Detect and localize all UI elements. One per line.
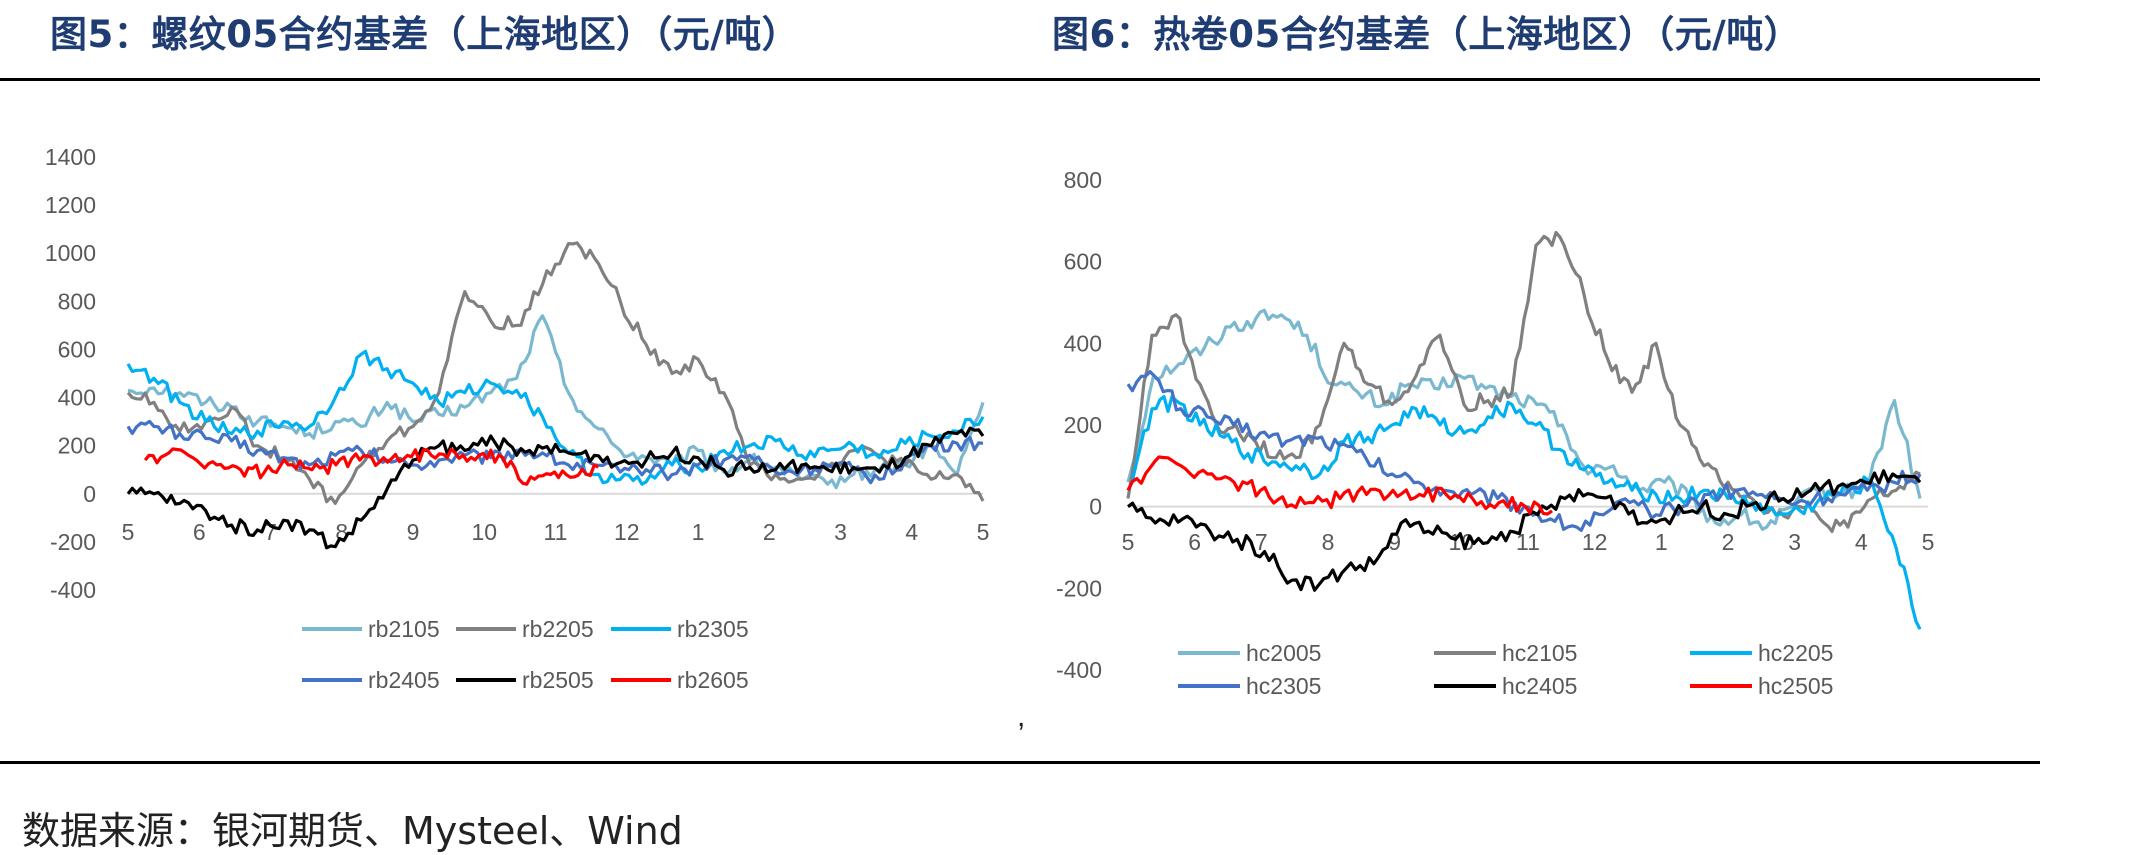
legend-label-rb2605: rb2605: [677, 667, 749, 693]
series-line-rb2305: [126, 349, 985, 486]
series-line-rb2505: [126, 426, 985, 550]
x-tick-label: 11: [1516, 529, 1540, 555]
fig5-title: 图5：螺纹05合约基差（上海地区）（元/吨）: [50, 13, 800, 56]
legend-label-hc2305: hc2305: [1246, 673, 1321, 699]
y-tick-label: 800: [1064, 167, 1102, 193]
x-tick-label: 7: [1255, 529, 1268, 555]
legend-label-hc2105: hc2105: [1502, 640, 1577, 666]
y-tick-label: -200: [1056, 575, 1102, 601]
x-tick-label: 5: [1122, 529, 1135, 555]
series-line-hc2005: [1126, 308, 1922, 531]
series-line-rb2605: [143, 447, 600, 486]
legend-label-hc2005: hc2005: [1246, 640, 1321, 666]
y-tick-label: 0: [83, 481, 96, 507]
x-tick-label: 12: [1582, 529, 1608, 555]
y-tick-label: 200: [1064, 412, 1102, 438]
y-tick-label: 1200: [45, 192, 96, 218]
series-line-rb2405: [126, 419, 984, 485]
y-tick-label: 1000: [45, 240, 96, 266]
x-tick-label: 5: [1922, 529, 1935, 555]
x-tick-label: 3: [1788, 529, 1801, 555]
series-line-rb2205: [126, 241, 985, 505]
y-tick-label: 600: [1064, 249, 1102, 275]
data-source: 数据来源：银河期货、Mysteel、Wind: [22, 809, 683, 853]
x-tick-label: 2: [1722, 529, 1735, 555]
y-tick-label: -200: [50, 529, 96, 555]
x-tick-label: 4: [1855, 529, 1868, 555]
x-tick-label: 3: [834, 519, 847, 545]
top-rule: [0, 78, 2040, 81]
fig6-title: 图6：热卷05合约基差（上海地区）（元/吨）: [1052, 13, 1802, 56]
y-tick-label: 200: [58, 433, 96, 459]
legend-label-rb2205: rb2205: [522, 616, 594, 642]
legend-label-hc2505: hc2505: [1758, 673, 1833, 699]
y-tick-label: 600: [58, 336, 96, 362]
series-line-hc2205: [1126, 394, 1922, 630]
bottom-rule: [0, 761, 2040, 764]
x-tick-label: 8: [1322, 529, 1335, 555]
x-tick-label: 5: [122, 519, 135, 545]
x-tick-label: 6: [193, 519, 206, 545]
x-tick-label: 10: [471, 519, 497, 545]
series-line-hc2505: [1126, 455, 1553, 516]
x-tick-label: 9: [407, 519, 420, 545]
series-line-hc2105: [1126, 230, 1921, 533]
x-tick-label: 12: [614, 519, 640, 545]
y-tick-label: -400: [1056, 657, 1102, 683]
legend-label-rb2305: rb2305: [677, 616, 749, 642]
x-tick-label: 11: [544, 519, 568, 545]
x-tick-label: 5: [977, 519, 990, 545]
y-tick-label: -400: [50, 577, 96, 603]
y-tick-label: 1400: [45, 144, 96, 170]
y-tick-label: 800: [58, 288, 96, 314]
x-tick-label: 6: [1188, 529, 1201, 555]
y-tick-label: 400: [58, 385, 96, 411]
x-tick-label: 1: [692, 519, 705, 545]
legend-label-rb2505: rb2505: [522, 667, 594, 693]
series-line-rb2105: [127, 314, 985, 490]
legend-label-hc2205: hc2205: [1758, 640, 1833, 666]
x-tick-label: 7: [264, 519, 277, 545]
x-tick-label: 4: [905, 519, 918, 545]
x-tick-label: 1: [1655, 529, 1668, 555]
legend-label-hc2405: hc2405: [1502, 673, 1577, 699]
series-line-hc2405: [1127, 469, 1922, 592]
x-tick-label: 2: [763, 519, 776, 545]
legend-label-rb2105: rb2105: [368, 616, 440, 642]
y-tick-label: 0: [1089, 494, 1102, 520]
y-tick-label: 400: [1064, 330, 1102, 356]
legend-label-rb2405: rb2405: [368, 667, 440, 693]
separator-comma: ,: [1017, 700, 1026, 733]
